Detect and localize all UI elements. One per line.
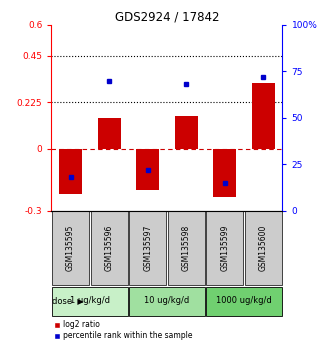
- Text: 10 ug/kg/d: 10 ug/kg/d: [144, 296, 189, 306]
- Text: GSM135598: GSM135598: [182, 225, 191, 271]
- Legend: log2 ratio, percentile rank within the sample: log2 ratio, percentile rank within the s…: [55, 320, 192, 340]
- Bar: [213, 149, 236, 197]
- Bar: [136, 149, 159, 190]
- Text: 1000 ug/kg/d: 1000 ug/kg/d: [216, 296, 272, 306]
- Bar: [98, 118, 121, 149]
- Text: GSM135599: GSM135599: [220, 224, 229, 271]
- Text: GSM135595: GSM135595: [66, 224, 75, 271]
- Bar: [252, 82, 275, 149]
- Bar: [245, 211, 282, 285]
- Text: GSM135596: GSM135596: [105, 224, 114, 271]
- Bar: [206, 211, 243, 285]
- Bar: [175, 116, 198, 149]
- Text: GSM135597: GSM135597: [143, 224, 152, 271]
- Bar: [91, 211, 128, 285]
- Bar: [206, 287, 282, 316]
- Bar: [168, 211, 205, 285]
- Text: dose  ▶: dose ▶: [52, 296, 84, 306]
- Bar: [129, 211, 166, 285]
- Bar: [52, 211, 89, 285]
- Bar: [129, 287, 205, 316]
- Text: 1 ug/kg/d: 1 ug/kg/d: [70, 296, 110, 306]
- Bar: [52, 287, 128, 316]
- Title: GDS2924 / 17842: GDS2924 / 17842: [115, 11, 219, 24]
- Bar: [59, 149, 82, 194]
- Text: GSM135600: GSM135600: [259, 224, 268, 271]
